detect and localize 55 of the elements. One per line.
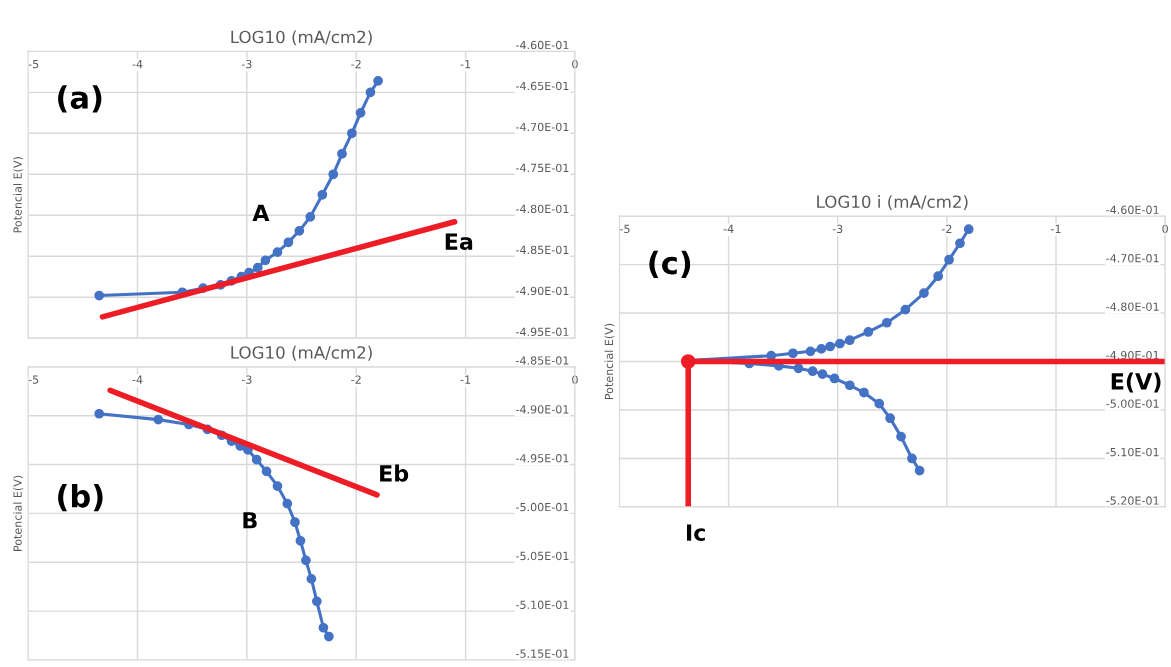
x-tick-label: -2 (351, 375, 361, 384)
y-axis-title: Potencial E(V) (604, 323, 615, 400)
y-axis-title: Potencial E(V) (13, 157, 24, 233)
y-tick-label: -5.05E-01 (516, 551, 569, 561)
y-tick-label: -4.60E-01 (516, 40, 569, 50)
text: Ic (686, 524, 705, 541)
y-tick-label: -4.95E-01 (516, 454, 569, 463)
x-tick-label: -4 (132, 60, 143, 69)
annotation: Ea (445, 233, 473, 250)
x-tick-label: -5 (28, 375, 39, 384)
y-tick-label: -5.00E-01 (516, 502, 569, 512)
x-axis-title: LOG10 (mA/cm2) (231, 30, 372, 46)
annotation: (b) (58, 483, 103, 512)
x-tick-label: -5 (28, 60, 39, 69)
x-tick-label: -1 (460, 60, 471, 69)
x-tick-label: 0 (572, 59, 578, 69)
y-tick-label: -4.90E-01 (516, 286, 569, 296)
y-tick-label: -4.70E-01 (516, 122, 569, 132)
x-tick-label: -3 (832, 224, 843, 234)
y-tick-label: -4.85E-01 (516, 245, 569, 255)
annotation: E(V) (1111, 372, 1161, 393)
annotation: Eb (380, 464, 409, 482)
annotation: A (252, 204, 270, 221)
x-tick-label: -2 (351, 59, 361, 69)
y-tick-label: -4.80E-01 (1106, 302, 1159, 311)
y-tick-label: -4.60E-01 (1106, 205, 1159, 214)
y-tick-label: -5.20E-01 (1106, 496, 1159, 505)
x-tick-label: -1 (1051, 224, 1061, 233)
y-axis-title: Potencial E(V) (13, 475, 24, 551)
y-tick-label: -5.10E-01 (1106, 447, 1159, 457)
x-axis-title: LOG10 i (mA/cm2) (817, 195, 968, 210)
annotation: (a) (58, 85, 102, 113)
x-tick-label: -4 (723, 224, 734, 233)
y-tick-label: -4.95E-01 (516, 327, 569, 337)
y-tick-label: -4.80E-01 (516, 204, 569, 214)
x-tick-label: -2 (941, 224, 952, 233)
y-tick-label: -5.10E-01 (516, 600, 569, 609)
x-tick-label: -4 (132, 375, 143, 384)
x-axis-title: LOG10 (mA/cm2) (231, 345, 372, 361)
y-tick-label: -4.90E-01 (1106, 350, 1159, 360)
x-tick-label: -1 (460, 375, 471, 384)
y-tick-label: -5.15E-01 (516, 649, 569, 658)
x-tick-label: -3 (241, 59, 252, 69)
y-tick-label: -4.90E-01 (516, 405, 569, 414)
y-tick-label: -4.85E-01 (516, 356, 569, 365)
x-tick-label: -5 (620, 224, 630, 234)
annotation: B (243, 512, 257, 529)
y-tick-label: -4.75E-01 (516, 163, 569, 173)
y-tick-label: -4.70E-01 (1106, 254, 1159, 263)
y-tick-label: -4.65E-01 (516, 81, 569, 91)
x-tick-label: 0 (572, 375, 578, 384)
x-tick-label: 0 (1162, 224, 1168, 234)
y-tick-label: -5.00E-01 (1106, 399, 1159, 408)
x-tick-label: -3 (241, 375, 252, 384)
annotation: (c) (649, 250, 691, 279)
